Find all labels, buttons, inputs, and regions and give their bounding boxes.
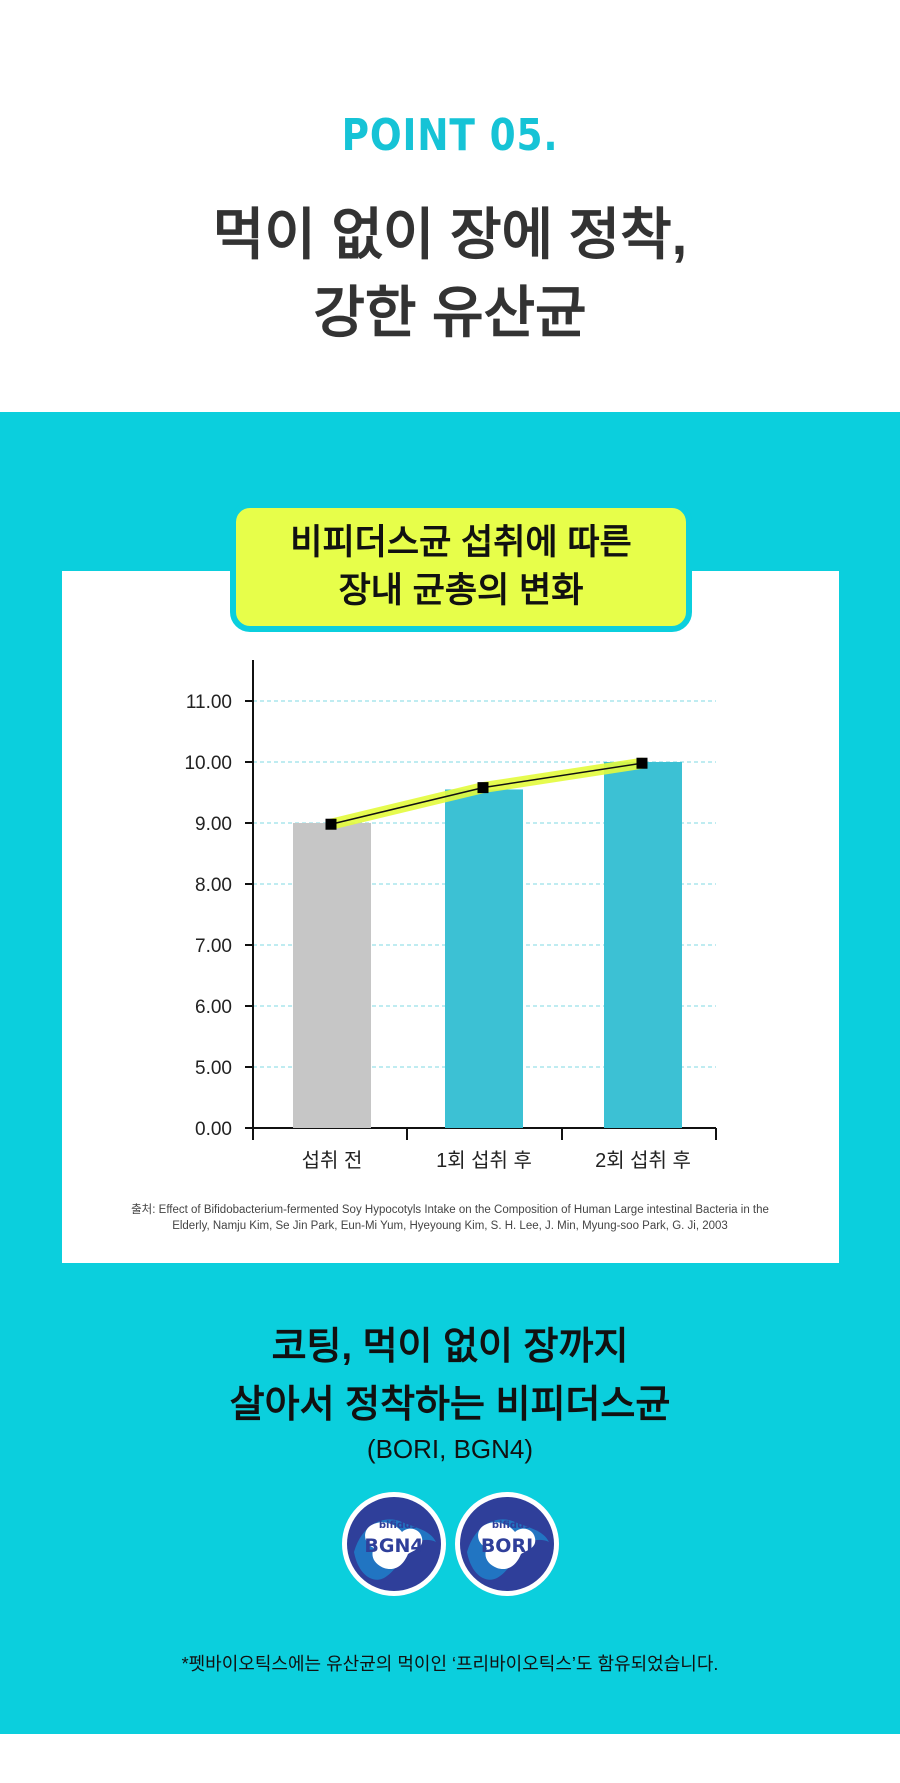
y-tick-label: 0.00 [195, 1119, 232, 1140]
badge-top-text: bifidus [379, 1520, 417, 1531]
caption-sub: (BORI, BGN4) [366, 1434, 534, 1464]
y-tick-label: 10.00 [184, 753, 232, 774]
footnote: *펫바이오틱스에는 유산균의 먹이인 ‘프리바이오틱스’도 함유되었습니다. [181, 1654, 719, 1674]
y-tick-label: 8.00 [195, 875, 232, 896]
chart-source: 출처: Effect of Bifidobacterium-fermented … [90, 1202, 810, 1234]
y-tick-label: 11.00 [186, 692, 232, 713]
caption-line-2: 살아서 정착하는 비피더스균 [229, 1384, 671, 1426]
y-tick-label: 7.00 [195, 936, 232, 957]
headline-line-2: 강한 유산균 [313, 281, 587, 344]
source-line-2: Elderly, Namju Kim, Se Jin Park, Eun-Mi … [172, 1220, 728, 1232]
bottom-strip [0, 1734, 900, 1783]
badge-top-text: bifidus [492, 1520, 530, 1531]
series-point [636, 757, 648, 769]
y-tick-label: 5.00 [195, 1058, 232, 1079]
badge-name-text: BGN4 [364, 1535, 423, 1557]
bori-badge: bifidus BORI [455, 1492, 559, 1596]
series-point [325, 818, 337, 830]
bgn4-badge: bifidus BGN4 [342, 1492, 446, 1596]
point-label: POINT 05. [341, 110, 559, 161]
source-line-1: 출처: Effect of Bifidobacterium-fermented … [131, 1204, 769, 1216]
headline-line-1: 먹이 없이 장에 정착, [212, 203, 688, 266]
badge-name-text: BORI [481, 1535, 533, 1557]
y-tick-label: 9.00 [195, 814, 232, 835]
series-point [477, 782, 489, 794]
bar [445, 789, 523, 1128]
chart-title-line-1: 비피더스균 섭취에 따른 [290, 523, 632, 562]
x-category-label: 1회 섭취 후 [436, 1149, 532, 1172]
chart-title-box: 비피더스균 섭취에 따른 장내 균총의 변화 [230, 502, 692, 632]
y-tick-label: 6.00 [195, 997, 232, 1018]
strain-badges: bifidus BGN4 bifidus BORI [0, 1490, 900, 1600]
chart-title-line-2: 장내 균총의 변화 [338, 571, 584, 610]
x-category-label: 2회 섭취 후 [595, 1149, 691, 1172]
bar [293, 823, 371, 1128]
x-category-label: 섭취 전 [302, 1149, 363, 1172]
page-headline: 먹이 없이 장에 정착, 강한 유산균 [0, 196, 900, 352]
bar-chart: 0.00 5.00 6.00 7.00 8.00 9.00 10.00 11.00 섭취 전 1회… [184, 660, 717, 1172]
top-section [0, 0, 900, 412]
bar [604, 762, 682, 1128]
caption-line-1: 코팅, 먹이 없이 장까지 [271, 1326, 629, 1368]
caption: 코팅, 먹이 없이 장까지 살아서 정착하는 비피더스균 [0, 1318, 900, 1434]
